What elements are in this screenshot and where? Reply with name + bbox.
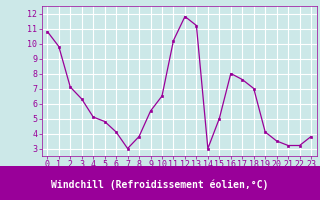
- Text: Windchill (Refroidissement éolien,°C): Windchill (Refroidissement éolien,°C): [51, 180, 269, 190]
